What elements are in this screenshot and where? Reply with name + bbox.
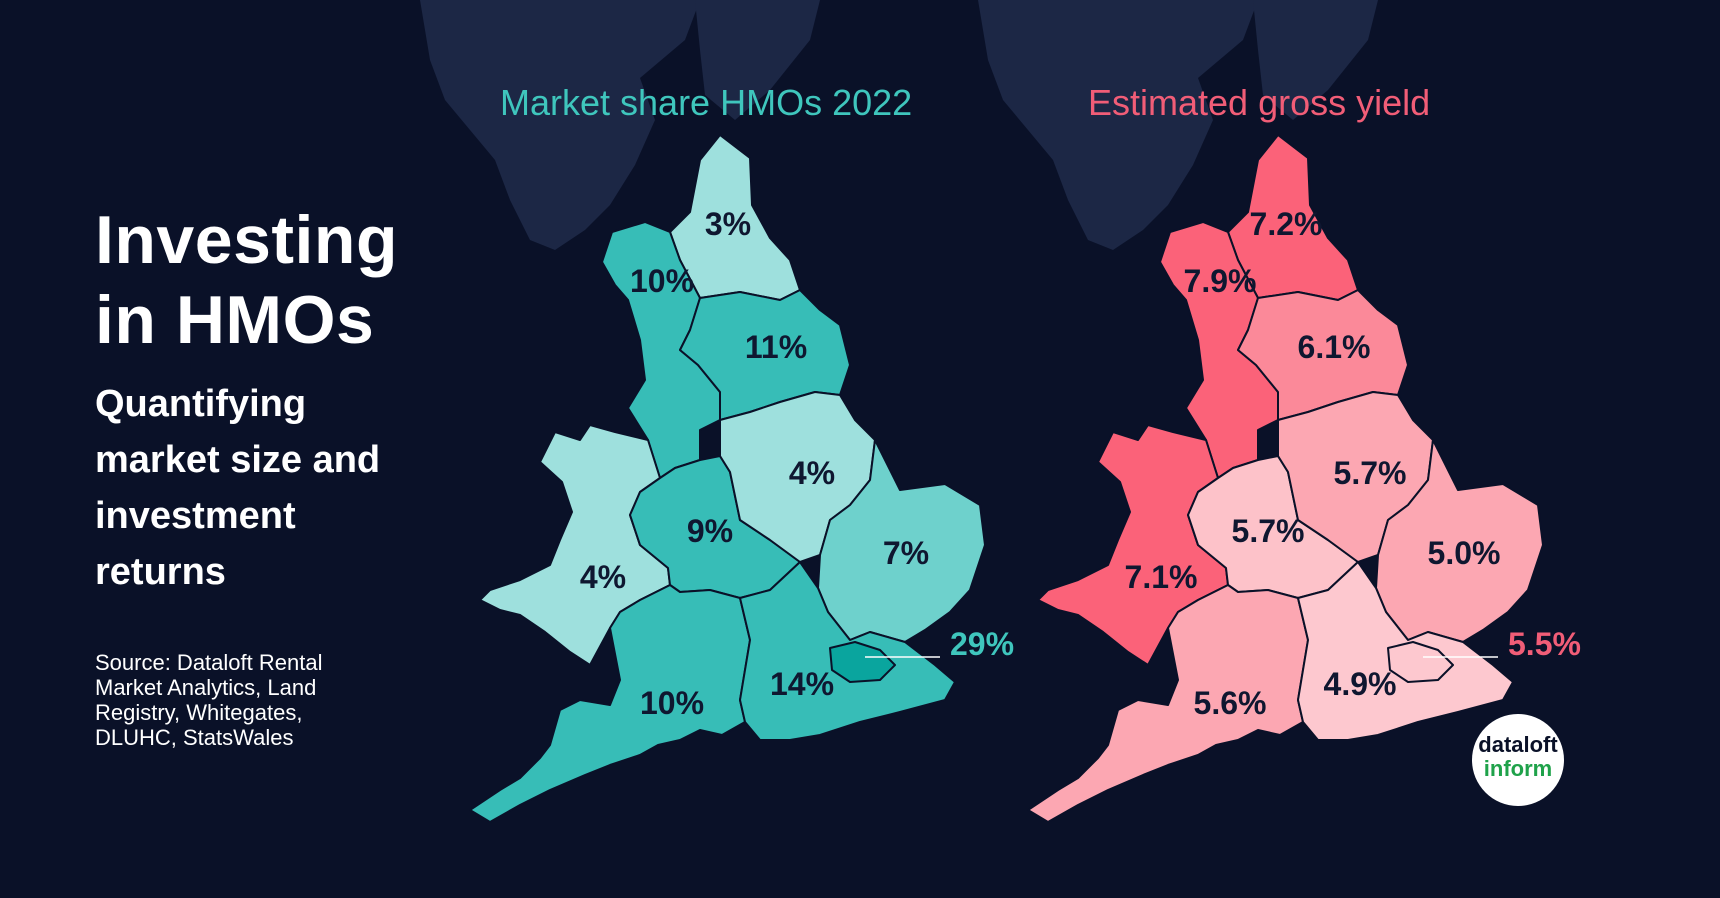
logo-line1: dataloft <box>1478 732 1558 757</box>
gross-yield-label-north-west: 7.9% <box>1184 263 1257 299</box>
scotland-silhouette-0 <box>420 0 820 250</box>
market-share-region-wales <box>479 424 671 666</box>
gross-yield-label-london: 5.5% <box>1508 626 1581 662</box>
gross-yield-label-west-midlands: 5.7% <box>1232 513 1305 549</box>
source-note: Source: Dataloft Rental Market Analytics… <box>95 650 323 750</box>
market-share-label-north-west: 10% <box>630 263 694 299</box>
market-share-label-east: 7% <box>883 535 929 571</box>
market-share-map: 3% 10% 11% 4% 9% 4% 7% 10% 14% 29% <box>469 134 1014 823</box>
market-share-label-london: 29% <box>950 626 1014 662</box>
market-share-label-east-midlands: 4% <box>789 455 835 491</box>
subtitle: Quantifying market size and investment r… <box>95 383 381 593</box>
gross-yield-map-title: Estimated gross yield <box>1088 82 1431 123</box>
gross-yield-map: 7.2% 7.9% 6.1% 7.1% 5.7% 5.7% 5.0% 5.6% 4.9% 5.5% <box>1027 134 1581 823</box>
gross-yield-label-north-east: 7.2% <box>1250 206 1323 242</box>
logo-circle <box>1472 714 1564 806</box>
market-share-label-south-west: 10% <box>640 685 704 721</box>
market-share-label-north-east: 3% <box>705 206 751 242</box>
market-share-label-wales: 4% <box>580 559 626 595</box>
title-block: Investing in HMOs Quantifying market siz… <box>95 200 435 600</box>
main-title: Investing in HMOs <box>95 202 398 358</box>
market-share-map-title: Market share HMOs 2022 <box>500 82 913 123</box>
gross-yield-region-wales <box>1037 424 1229 666</box>
gross-yield-region-london <box>1387 641 1454 683</box>
market-share-label-west-midlands: 9% <box>687 513 733 549</box>
market-share-label-yorkshire: 11% <box>745 329 807 365</box>
gross-yield-label-wales: 7.1% <box>1125 559 1198 595</box>
gross-yield-label-east: 5.0% <box>1428 535 1501 571</box>
gross-yield-label-east-midlands: 5.7% <box>1334 455 1407 491</box>
gross-yield-label-yorkshire: 6.1% <box>1298 329 1371 365</box>
logo-line2: inform <box>1484 756 1552 781</box>
market-share-label-south-east: 14% <box>770 666 834 702</box>
scotland-silhouette-1 <box>978 0 1378 250</box>
gross-yield-label-south-west: 5.6% <box>1194 685 1267 721</box>
market-share-region-london <box>829 641 896 683</box>
gross-yield-label-south-east: 4.9% <box>1324 666 1397 702</box>
